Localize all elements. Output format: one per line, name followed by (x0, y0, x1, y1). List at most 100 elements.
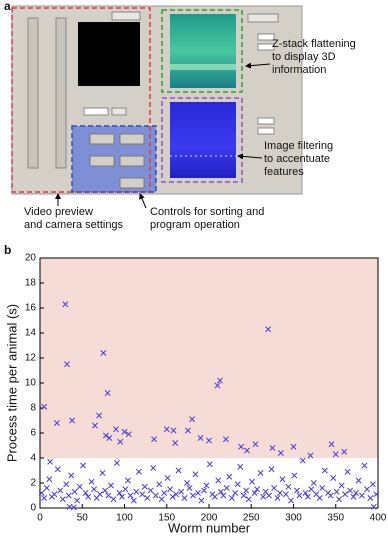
point (206, 437, 212, 444)
point (163, 426, 170, 433)
point (200, 487, 207, 494)
point-stroke (252, 441, 259, 448)
point (184, 480, 190, 486)
point (144, 495, 151, 501)
point-stroke (69, 417, 76, 424)
point-stroke (141, 483, 148, 490)
point (266, 492, 272, 499)
point (186, 485, 193, 491)
x-tick-label: 350 (327, 513, 344, 524)
point-stroke (257, 470, 264, 476)
point (310, 480, 317, 486)
point-stroke (181, 495, 188, 501)
point-stroke (296, 492, 303, 499)
point-stroke (285, 483, 292, 490)
point (125, 431, 132, 438)
point (198, 497, 205, 504)
point (370, 503, 377, 510)
point-stroke (373, 491, 380, 498)
point (85, 493, 92, 500)
point-stroke (198, 497, 205, 504)
annotation: features (264, 166, 304, 178)
point-stroke (291, 472, 298, 479)
point-stroke (54, 466, 61, 473)
point-stroke (150, 465, 157, 471)
point (139, 491, 146, 498)
point (108, 482, 114, 489)
point (70, 504, 77, 511)
point-stroke (68, 472, 75, 479)
point-stroke (113, 426, 120, 433)
point-stroke (327, 492, 334, 499)
point-stroke (151, 436, 158, 443)
point-stroke (175, 467, 182, 474)
point-stroke (104, 390, 111, 396)
point-stroke (195, 490, 201, 496)
point (88, 478, 95, 485)
point (104, 390, 111, 396)
point (151, 436, 158, 443)
point-stroke (338, 482, 345, 489)
x-tick-label: 150 (158, 513, 175, 524)
point (342, 491, 348, 498)
point (214, 382, 221, 389)
point (184, 427, 191, 434)
point-stroke (271, 485, 278, 491)
point-stroke (336, 496, 343, 503)
annotation: to display 3D (272, 51, 336, 63)
point (127, 492, 134, 499)
x-tick-label: 100 (116, 513, 133, 524)
point (161, 490, 168, 496)
y-tick-label: 18 (25, 278, 37, 289)
point-stroke (88, 478, 95, 485)
point (172, 440, 179, 446)
point (91, 486, 98, 493)
point (113, 460, 120, 466)
point (279, 476, 286, 483)
point (130, 497, 137, 504)
point (341, 448, 348, 455)
point-stroke (279, 476, 286, 483)
point (223, 485, 230, 491)
point (80, 462, 87, 469)
point-stroke (173, 491, 179, 498)
point-stroke (100, 350, 107, 356)
point (102, 432, 109, 439)
point-stroke (290, 443, 297, 450)
point (282, 491, 289, 498)
point (62, 301, 69, 308)
point (189, 492, 196, 499)
point-stroke (214, 382, 221, 389)
point-stroke (127, 492, 134, 499)
point (347, 487, 354, 494)
point-stroke (341, 448, 348, 455)
point (181, 495, 188, 501)
point (147, 487, 154, 494)
point-stroke (299, 457, 306, 464)
point (63, 481, 70, 488)
point-stroke (63, 481, 70, 488)
point-stroke (330, 475, 337, 481)
point (43, 485, 50, 491)
y-tick-label: 2 (30, 478, 36, 489)
point-stroke (211, 493, 218, 500)
point (47, 458, 54, 465)
point (150, 465, 157, 471)
point (110, 496, 117, 503)
point (269, 445, 276, 451)
point (169, 493, 176, 500)
point-stroke (65, 492, 72, 499)
x-tick-label: 300 (285, 513, 302, 524)
point-stroke (170, 427, 177, 434)
point-stroke (217, 488, 224, 495)
point (206, 461, 213, 468)
point-stroke (358, 492, 365, 499)
point-stroke (249, 478, 256, 485)
point-stroke (47, 458, 54, 465)
point-stroke (169, 493, 176, 500)
point (319, 485, 326, 491)
point (344, 468, 351, 475)
point (277, 490, 283, 496)
point-stroke (130, 497, 137, 504)
